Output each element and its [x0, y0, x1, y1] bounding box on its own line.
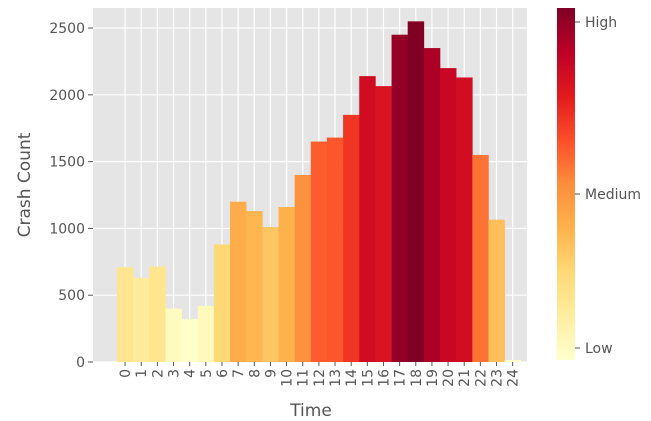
y-tick-label: 2500 [49, 21, 85, 37]
bar-hour-1 [133, 277, 150, 362]
x-tick-label: 10 [280, 369, 296, 387]
colorbar-labels: High Medium Low [575, 15, 641, 357]
bar-hour-21 [456, 77, 473, 363]
y-tick-label: 2000 [49, 88, 85, 104]
y-tick-label: 0 [76, 355, 85, 371]
x-tick-label: 20 [441, 369, 457, 387]
x-axis-title: Time [289, 401, 332, 421]
y-tick-label: 1000 [49, 221, 85, 237]
bar-hour-19 [423, 48, 441, 362]
bar-hour-11 [294, 174, 312, 362]
x-tick-label: 0 [118, 369, 134, 378]
x-tick-label: 12 [312, 369, 328, 387]
bar-hour-15 [359, 76, 376, 363]
x-axis: 0 1 2 3 4 5 6 7 8 9 10 11 12 13 14 15 16 17 18 19 20 21 22 23 24 [118, 362, 522, 387]
x-tick-label: 21 [457, 369, 473, 387]
bar-hour-20 [440, 68, 457, 362]
bar-hour-3 [165, 308, 182, 362]
bar-hour-7 [230, 201, 247, 362]
x-tick-label: 5 [199, 369, 215, 378]
x-tick-label: 2 [150, 369, 166, 378]
x-tick-label: 15 [360, 369, 376, 387]
bar-hour-5 [197, 305, 215, 362]
bar-hour-4 [181, 319, 199, 362]
bar-hour-24 [504, 359, 522, 362]
colorbar [557, 8, 575, 360]
bar-hour-2 [149, 266, 166, 362]
colorbar-label-high: High [585, 15, 617, 31]
colorbar-label-low: Low [585, 341, 613, 357]
x-tick-label: 19 [425, 369, 441, 387]
y-axis-title: Crash Count [15, 132, 35, 237]
x-tick-label: 16 [376, 369, 392, 387]
x-tick-label: 24 [506, 369, 522, 387]
bar-hour-12 [310, 141, 328, 362]
x-tick-label: 13 [328, 369, 344, 387]
x-tick-label: 11 [296, 369, 312, 387]
x-tick-label: 1 [134, 369, 150, 378]
x-tick-label: 22 [473, 369, 489, 387]
y-tick-label: 1500 [49, 155, 85, 171]
x-tick-label: 8 [247, 369, 263, 378]
bar-hour-0 [117, 267, 134, 362]
bar-hour-22 [472, 154, 489, 362]
bar-hour-6 [213, 244, 231, 362]
bar-hour-9 [262, 227, 279, 362]
x-tick-label: 18 [409, 369, 425, 387]
x-tick-label: 9 [263, 369, 279, 378]
x-tick-label: 3 [167, 369, 183, 378]
x-tick-label: 17 [393, 369, 409, 387]
x-tick-label: 14 [344, 369, 360, 387]
bar-hour-16 [375, 86, 392, 363]
y-axis: 0 500 1000 1500 2000 2500 [49, 21, 93, 371]
bar-hour-17 [391, 34, 408, 362]
bar-hour-14 [343, 114, 360, 363]
y-tick-label: 500 [58, 288, 85, 304]
x-tick-label: 23 [490, 369, 506, 387]
colorbar-label-medium: Medium [585, 187, 641, 203]
bar-hour-8 [246, 211, 263, 362]
x-tick-label: 4 [183, 369, 199, 378]
bar-hour-13 [326, 137, 344, 362]
bar-hour-18 [407, 21, 425, 362]
bar-hour-10 [278, 207, 295, 362]
bars [117, 21, 522, 363]
x-tick-label: 6 [215, 369, 231, 378]
bar-hour-23 [488, 219, 505, 362]
x-tick-label: 7 [231, 369, 247, 378]
